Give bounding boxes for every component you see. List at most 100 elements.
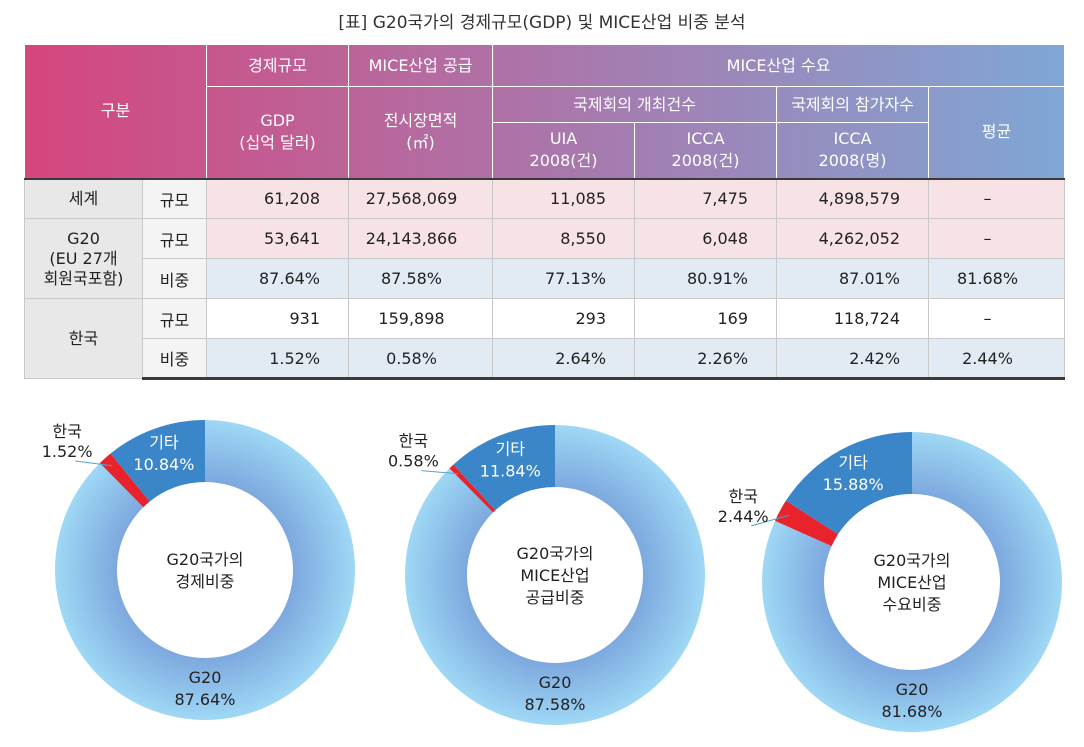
slice-label-g20-name: G20 [189,668,222,687]
header-mice-supply: MICE산업 공급 [348,44,494,87]
group-world: 세계 [24,177,143,219]
header-gdp-label: GDP [260,111,295,131]
header-icca-participants: ICCA 2008(명) [776,122,930,179]
gdp-mice-table: 구분 경제규모 MICE산업 공급 MICE산업 수요 GDP (십억 달러) … [23,44,1066,380]
header-icca1-label: ICCA [686,129,725,149]
sub-share: 비중 [141,258,208,299]
korea-leader-line [751,514,790,527]
slice-label-g20-value: 81.68% [881,702,942,721]
page-title: [표] G20국가의 경제규모(GDP) 및 MICE산업 비중 분석 [338,13,746,33]
cell: 87.58% [348,258,494,299]
slice-label-etc-value: 11.84% [480,461,541,480]
group-g20: G20 (EU 27개 회원국포함) [24,218,143,299]
cell: 8,550 [492,218,636,259]
slice-label-korea-value: 1.52% [42,442,93,461]
cell: – [928,218,1066,259]
slice-label-etc-name: 기타 [838,453,868,472]
group-g20-line2: (EU 27개 [49,248,118,268]
cell: – [928,298,1066,339]
slice-label-etc-name: 기타 [496,439,526,458]
cell: 80.91% [634,258,778,299]
header-uia-unit: 2008(건) [529,151,598,171]
slice-label-etc-name: 기타 [149,433,179,452]
korea-leader-line [75,460,112,467]
table-row-world-scale: 세계 규모 61,208 27,568,069 11,085 7,475 4,8… [24,177,1066,219]
table-row-g20-scale: G20 (EU 27개 회원국포함) 규모 53,641 24,143,866 … [24,218,1066,299]
center-label: MICE산업 [520,566,589,585]
center-label: G20국가의 [517,544,594,563]
header-exhibit-label: 전시장면적 [383,111,458,131]
slice-etc [453,425,555,511]
cell: 87.01% [776,258,930,299]
cell: 24,143,866 [348,218,494,259]
header-average: 평균 [928,86,1066,179]
sub-scale: 규모 [141,218,208,259]
cell: 931 [206,298,350,339]
cell: 53,641 [206,218,350,259]
header-intl-participants: 국제회의 참가자수 [776,86,930,123]
slice-label-korea-name: 한국 [399,432,428,451]
slice-korea [775,500,839,547]
slice-label-korea-value: 2.44% [718,507,769,526]
cell: 118,724 [776,298,930,339]
group-korea: 한국 [24,298,143,379]
cell: 6,048 [634,218,778,259]
sub-scale: 규모 [141,298,208,339]
cell: 2.44% [928,338,1066,380]
header-gdp: GDP (십억 달러) [206,86,350,179]
slice-label-g20-value: 87.64% [174,690,235,709]
cell: 4,898,579 [776,177,930,219]
slice-label-korea-name: 한국 [728,487,757,506]
slice-label-etc-value: 10.84% [133,455,194,474]
header-uia: UIA 2008(건) [492,122,636,179]
cell: 4,262,052 [776,218,930,259]
slice-label-g20-value: 87.58% [524,695,585,714]
header-exhibit-unit: (㎡) [406,133,435,153]
center-label: 수요비중 [883,595,942,614]
center-label: 경제비중 [176,572,235,591]
cell: 77.13% [492,258,636,299]
header-icca-meetings: ICCA 2008(건) [634,122,778,179]
header-intl-meetings: 국제회의 개최건수 [492,86,778,123]
slice-label-etc-value: 15.88% [823,475,884,494]
cell: 7,475 [634,177,778,219]
table-row-g20-share: 비중 87.64% 87.58% 77.13% 80.91% 87.01% 81… [25,258,1066,299]
sub-scale: 규모 [141,177,208,219]
header-gubun: 구분 [23,44,208,179]
center-label: G20국가의 [874,551,951,570]
cell: 2.26% [634,338,778,380]
cell: 293 [492,298,636,339]
cell: 81.68% [928,258,1066,299]
donut-charts: G20국가의경제비중기타10.84%G2087.64%한국1.52%G20국가의… [42,420,1062,733]
center-label: G20국가의 [167,550,244,569]
sub-share: 비중 [141,338,208,380]
header-exhibit-area: 전시장면적 (㎡) [348,86,494,179]
cell: 61,208 [206,177,350,219]
table-row-korea-scale: 한국 규모 931 159,898 293 169 118,724 – [24,298,1066,379]
cell: 87.64% [206,258,350,299]
header-uia-label: UIA [549,129,578,149]
slice-label-g20-name: G20 [539,673,572,692]
slice-g20 [405,425,706,725]
slice-label-korea-name: 한국 [52,422,81,441]
korea-leader-line [421,470,459,475]
header-gdp-unit: (십억 달러) [239,133,316,153]
cell: 169 [634,298,778,339]
cell: 1.52% [206,338,350,380]
slice-label-g20-name: G20 [896,680,929,699]
slice-g20 [55,420,356,720]
header-icca1-unit: 2008(건) [671,151,740,171]
slice-korea [99,453,150,508]
header-econ-scale: 경제규모 [206,44,350,87]
cell: 2.64% [492,338,636,380]
group-g20-line1: G20 [67,228,100,248]
slice-korea [449,464,496,513]
table-row-korea-share: 비중 1.52% 0.58% 2.64% 2.26% 2.42% 2.44% [25,338,1066,380]
center-label: 공급비중 [526,588,585,607]
cell: 2.42% [776,338,930,380]
slice-etc [110,420,205,502]
cell: 159,898 [348,298,494,339]
slice-g20 [762,432,1062,733]
cell: 27,568,069 [348,177,494,219]
header-mice-demand: MICE산업 수요 [492,44,1066,87]
